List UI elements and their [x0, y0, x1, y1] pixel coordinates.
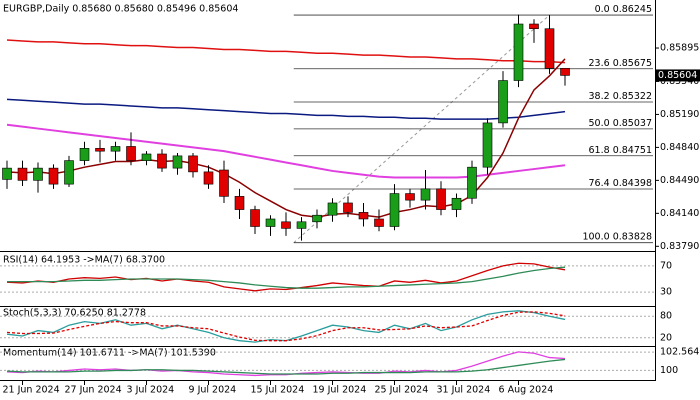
x-tick-label: 21 Jun 2024 — [3, 385, 60, 396]
fib-level-pct: 0.0 — [595, 4, 610, 15]
candle-body — [436, 188, 446, 210]
indicator-line — [7, 266, 566, 289]
moving-average — [6, 98, 566, 120]
fib-level-price: 0.84398 — [613, 178, 652, 189]
x-tick-label: 6 Aug 2024 — [499, 385, 554, 396]
candle-body — [234, 196, 245, 210]
fib-level-price: 0.85037 — [613, 117, 652, 128]
fib-level-price: 0.85675 — [613, 57, 652, 68]
fib-level-price: 0.83828 — [613, 231, 652, 242]
candle-body — [420, 188, 431, 201]
fib-label: 61.8 0.84751 — [589, 144, 652, 155]
candle-body — [172, 155, 183, 169]
fib-level-price: 0.84751 — [613, 144, 652, 155]
candle-body — [281, 221, 291, 229]
fib-level-pct: 23.6 — [589, 57, 610, 68]
last-price-label: 0.85604 — [658, 70, 697, 81]
y-tick-label: 30 — [660, 287, 672, 298]
y-tick-label: 0.84840 — [660, 142, 699, 153]
y-tick-label: 100 — [660, 365, 678, 376]
candle-body — [544, 28, 555, 69]
candle-body — [529, 23, 539, 30]
fib-level-pct: 50.0 — [589, 117, 610, 128]
candle-body — [498, 80, 508, 124]
fib-level-pct: 38.2 — [589, 90, 610, 101]
candle-body — [405, 193, 415, 201]
y-tick-label: 0.83790 — [660, 241, 699, 252]
candle-body — [327, 202, 338, 216]
y-tick-label: 0.85540 — [660, 76, 699, 87]
indicator-title: Momentum(14) 101.6711 ->MA(7) 101.5390 — [3, 348, 216, 359]
candle-body — [513, 23, 524, 81]
candle-body — [79, 148, 90, 161]
candle-body — [48, 167, 59, 185]
candle-body — [343, 202, 353, 213]
fib-level-price: 0.86245 — [613, 4, 652, 15]
candle-body — [482, 122, 493, 168]
candle-body — [265, 218, 276, 227]
fib-label: 23.6 0.85675 — [589, 57, 652, 68]
indicator-title: Stoch(5,3,3) 70.6250 81.2778 — [3, 308, 146, 319]
candle-body — [95, 148, 105, 152]
fib-label: 38.2 0.85322 — [589, 90, 652, 101]
x-tick-label: 9 Jul 2024 — [189, 385, 237, 396]
candle-body — [203, 171, 214, 185]
candle-body — [219, 169, 229, 197]
fib-level-pct: 61.8 — [589, 144, 610, 155]
candle-body — [374, 218, 384, 227]
indicator-line — [6, 262, 566, 292]
candle-body — [110, 146, 121, 152]
fib-label: 50.0 0.85037 — [589, 117, 652, 128]
y-tick-label: 0.85190 — [660, 109, 699, 120]
candle-body — [250, 209, 260, 227]
fib-level-pct: 100.0 — [582, 231, 609, 242]
candle-body — [560, 67, 570, 76]
y-tick-label: 0.85895 — [660, 43, 699, 54]
indicator-title: RSI(14) 64.1953 ->MA(7) 68.3700 — [3, 255, 165, 266]
moving-average — [6, 39, 566, 64]
y-tick-label: 70 — [660, 260, 672, 271]
x-tick-label: 15 Jul 2024 — [251, 385, 305, 396]
candle-body — [33, 167, 43, 181]
fib-level-pct: 76.4 — [589, 178, 610, 189]
x-tick-label: 19 Jul 2024 — [313, 385, 367, 396]
candle-body — [451, 197, 462, 210]
last-price-box — [656, 69, 700, 82]
candle-body — [141, 153, 152, 161]
indicator-line — [6, 358, 566, 375]
chart-title: EURGBP,Daily 0.85680 0.85680 0.85496 0.8… — [3, 4, 238, 15]
y-tick-label: 0.84490 — [660, 175, 699, 186]
candle-body — [126, 146, 136, 161]
candle-body — [296, 221, 307, 229]
x-tick-label: 31 Jul 2024 — [437, 385, 491, 396]
candle-body — [467, 166, 477, 199]
candle-body — [157, 153, 167, 169]
x-tick-label: 27 Jun 2024 — [65, 385, 122, 396]
y-tick-label: 0.84140 — [660, 208, 699, 219]
y-tick-label: 20 — [660, 332, 672, 343]
fib-label: 76.4 0.84398 — [589, 178, 652, 189]
candle-body — [358, 212, 369, 220]
candle-body — [17, 167, 28, 181]
candle-body — [312, 214, 322, 223]
candle-body — [2, 167, 12, 180]
y-tick-label: 102.5646 — [660, 347, 700, 358]
fib-label: 100.0 0.83828 — [582, 231, 652, 242]
fib-level-price: 0.85322 — [613, 90, 652, 101]
indicator-line — [6, 311, 566, 342]
x-tick-label: 25 Jul 2024 — [375, 385, 429, 396]
fib-label: 0.0 0.86245 — [595, 4, 652, 15]
candle-body — [188, 155, 198, 173]
indicator-line — [6, 351, 566, 377]
y-tick-label: 80 — [660, 311, 672, 322]
candle-body — [389, 193, 400, 227]
x-tick-label: 3 Jul 2024 — [127, 385, 175, 396]
candle-body — [64, 160, 74, 185]
